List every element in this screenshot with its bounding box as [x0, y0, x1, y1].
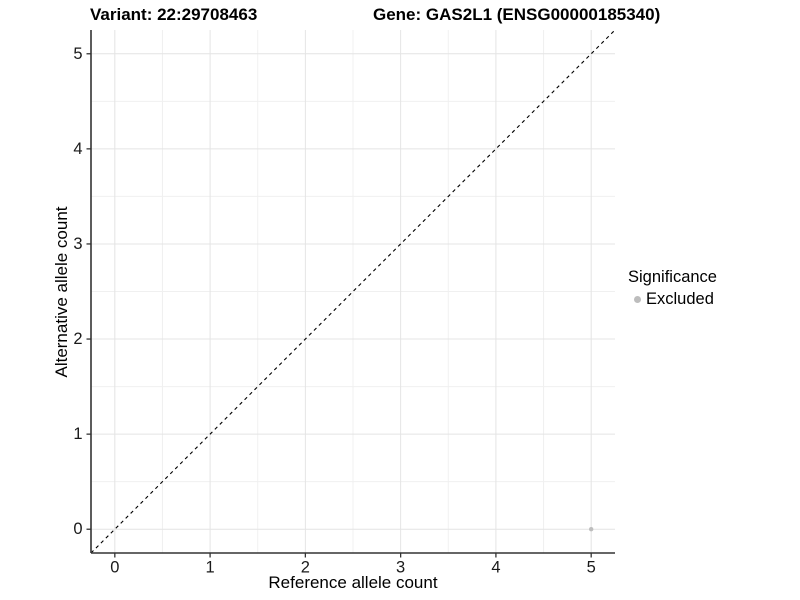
gene-title: Gene: GAS2L1 (ENSG00000185340) — [373, 5, 661, 24]
legend: Significance Excluded — [628, 268, 717, 309]
identity-line — [90, 29, 616, 554]
x-tick-label: 2 — [301, 559, 310, 577]
x-tick-label: 3 — [396, 559, 405, 577]
x-tick-label: 0 — [110, 559, 119, 577]
y-tick-label: 5 — [73, 45, 82, 63]
x-axis-title: Reference allele count — [268, 573, 438, 592]
legend-item-excluded: Excluded — [634, 290, 717, 309]
y-tick-label: 0 — [73, 520, 82, 538]
y-axis-title: Alternative allele count — [52, 206, 71, 378]
y-tick-label: 3 — [73, 235, 82, 253]
x-tick-label: 1 — [205, 559, 214, 577]
data-point — [588, 527, 594, 532]
legend-item-label: Excluded — [646, 290, 714, 308]
variant-title: Variant: 22:29708463 — [90, 5, 258, 24]
x-tick-label: 5 — [587, 559, 596, 577]
y-tick-label: 1 — [73, 425, 82, 443]
legend-marker-dot-icon — [634, 296, 641, 303]
legend-title: Significance — [628, 268, 717, 286]
x-tick-label: 4 — [491, 559, 500, 577]
y-tick-label: 4 — [73, 140, 82, 158]
y-tick-label: 2 — [73, 330, 82, 348]
